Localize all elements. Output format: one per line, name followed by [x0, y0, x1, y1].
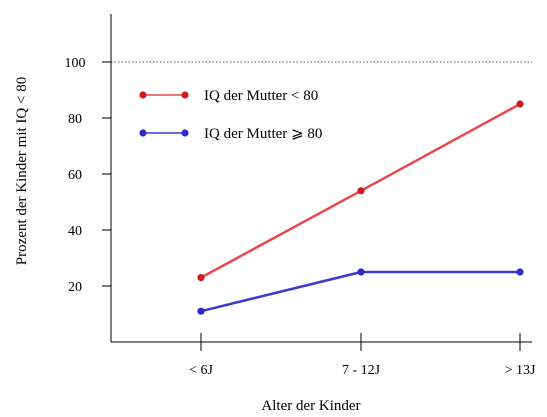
- legend-marker: [139, 129, 147, 137]
- data-point: [516, 100, 524, 108]
- data-point: [197, 274, 205, 282]
- legend-marker: [181, 129, 189, 137]
- data-point: [357, 187, 365, 195]
- y-axis-title: Prozent der Kinder mit IQ < 80: [14, 77, 30, 265]
- y-tick-label: 100: [65, 56, 86, 71]
- x-tick-label: > 13J: [505, 363, 536, 378]
- y-tick-label: 60: [68, 168, 82, 183]
- legend-label: IQ der Mutter < 80: [204, 88, 318, 104]
- data-point: [516, 268, 524, 276]
- legend-label: IQ der Mutter ⩾ 80: [204, 126, 322, 142]
- x-axis-title: Alter der Kinder: [261, 398, 360, 414]
- y-tick-label: 40: [68, 224, 82, 239]
- legend-marker: [181, 91, 189, 99]
- series-1: [197, 100, 524, 282]
- legend-marker: [139, 91, 147, 99]
- legend-item-2: IQ der Mutter ⩾ 80: [139, 126, 322, 142]
- x-tick-label: 7 - 12J: [342, 363, 381, 378]
- y-axis: 20 40 60 80 100: [65, 14, 112, 342]
- series-line: [200, 270, 520, 313]
- y-tick-label: 80: [68, 112, 82, 127]
- x-axis: < 6J 7 - 12J > 13J: [111, 333, 536, 378]
- legend: IQ der Mutter < 80 IQ der Mutter ⩾ 80: [139, 88, 322, 142]
- y-tick-label: 20: [68, 280, 82, 295]
- series-2: [197, 268, 524, 315]
- data-point: [357, 268, 365, 276]
- x-tick-label: < 6J: [189, 363, 213, 378]
- series-group: [197, 100, 524, 315]
- legend-item-1: IQ der Mutter < 80: [139, 88, 318, 104]
- data-point: [197, 307, 205, 315]
